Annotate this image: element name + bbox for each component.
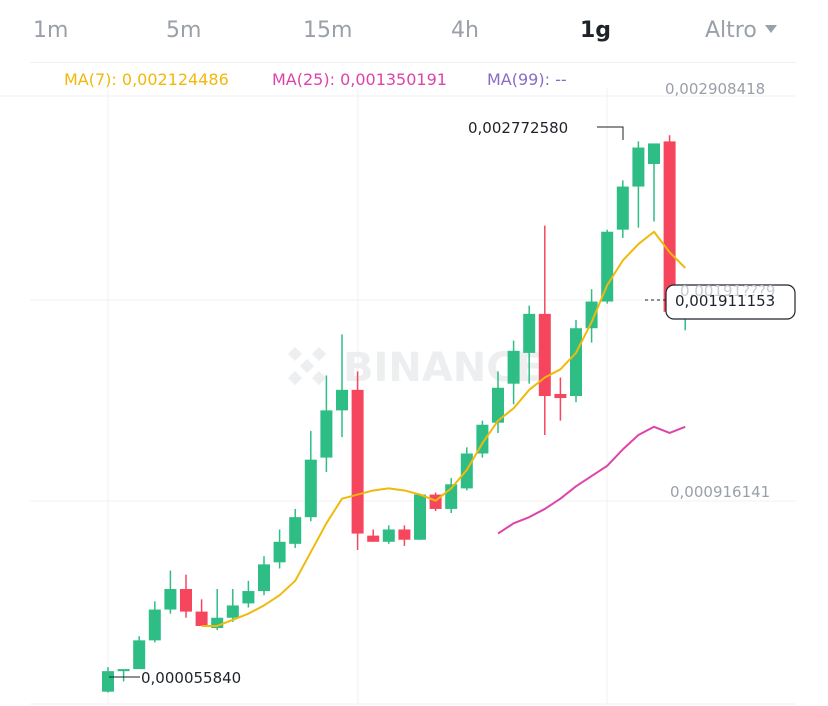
candle-body bbox=[195, 611, 208, 626]
tabs-divider bbox=[30, 62, 796, 63]
candle-body bbox=[382, 529, 395, 542]
low-price-label: 0,000055840 bbox=[141, 669, 242, 687]
candle-body bbox=[289, 517, 302, 544]
candle-body bbox=[648, 143, 660, 164]
candle-body bbox=[258, 564, 270, 592]
candle-body bbox=[570, 328, 582, 396]
binance-logo-icon bbox=[287, 346, 327, 386]
chart-grid bbox=[0, 88, 796, 705]
candle-body bbox=[601, 231, 614, 302]
candle-body bbox=[492, 387, 504, 423]
axis-label-low: 0,000916141 bbox=[670, 483, 771, 501]
candle-body bbox=[180, 589, 192, 612]
current-price-label: 0,001911153 bbox=[675, 292, 776, 310]
candle-body bbox=[398, 529, 411, 540]
candle-body bbox=[242, 591, 255, 604]
ma25-indicator: MA(25): 0,001350191 bbox=[272, 70, 447, 89]
tab-1m[interactable]: 1m bbox=[33, 18, 69, 43]
candle-body bbox=[133, 640, 146, 670]
ma7-line bbox=[201, 230, 686, 627]
candles-group bbox=[102, 135, 692, 693]
candle-body bbox=[211, 617, 224, 629]
candle-body bbox=[663, 141, 676, 312]
axis-label-top: 0,002908418 bbox=[665, 80, 766, 98]
ma7-indicator: MA(7): 0,002124486 bbox=[64, 70, 229, 89]
candle-body bbox=[367, 535, 380, 542]
ma-lines-group bbox=[201, 230, 686, 627]
candle-body bbox=[414, 494, 426, 540]
candle-body bbox=[148, 609, 161, 641]
high-marker-line bbox=[597, 126, 624, 140]
candle-body bbox=[538, 313, 551, 396]
tab-1g[interactable]: 1g bbox=[580, 18, 612, 43]
candle-body bbox=[336, 389, 348, 411]
candle-body bbox=[476, 424, 489, 454]
candle-body bbox=[164, 589, 177, 610]
binance-watermark: BINANCE bbox=[287, 345, 543, 391]
candle-body bbox=[102, 671, 114, 692]
candle-body bbox=[320, 410, 333, 458]
current-price-box bbox=[665, 284, 796, 320]
candle-body bbox=[616, 186, 629, 230]
tab-4h[interactable]: 4h bbox=[451, 18, 479, 43]
candle-body bbox=[632, 147, 645, 187]
interval-tabs: 1m 5m 15m 4h 1g Altro bbox=[0, 0, 828, 62]
candle-body bbox=[585, 301, 598, 329]
candle-body bbox=[523, 313, 536, 353]
candle-body bbox=[554, 393, 567, 399]
candle-body bbox=[117, 669, 130, 672]
ma99-indicator: MA(99): -- bbox=[487, 70, 567, 89]
tab-5m[interactable]: 5m bbox=[166, 18, 202, 43]
high-price-label: 0,002772580 bbox=[468, 119, 569, 137]
tab-more[interactable]: Altro bbox=[705, 18, 777, 43]
candle-body bbox=[226, 605, 239, 618]
candle-body bbox=[351, 389, 364, 534]
candle-body bbox=[507, 350, 520, 384]
tab-15m[interactable]: 15m bbox=[303, 18, 353, 43]
tab-more-label: Altro bbox=[705, 18, 757, 43]
ma25-line bbox=[497, 425, 686, 535]
caret-down-icon bbox=[764, 25, 777, 33]
candle-body bbox=[273, 541, 286, 563]
markers-group bbox=[109, 126, 796, 678]
axis-label-mid: 0,00191???9 bbox=[680, 282, 776, 300]
candle-body bbox=[304, 459, 317, 518]
